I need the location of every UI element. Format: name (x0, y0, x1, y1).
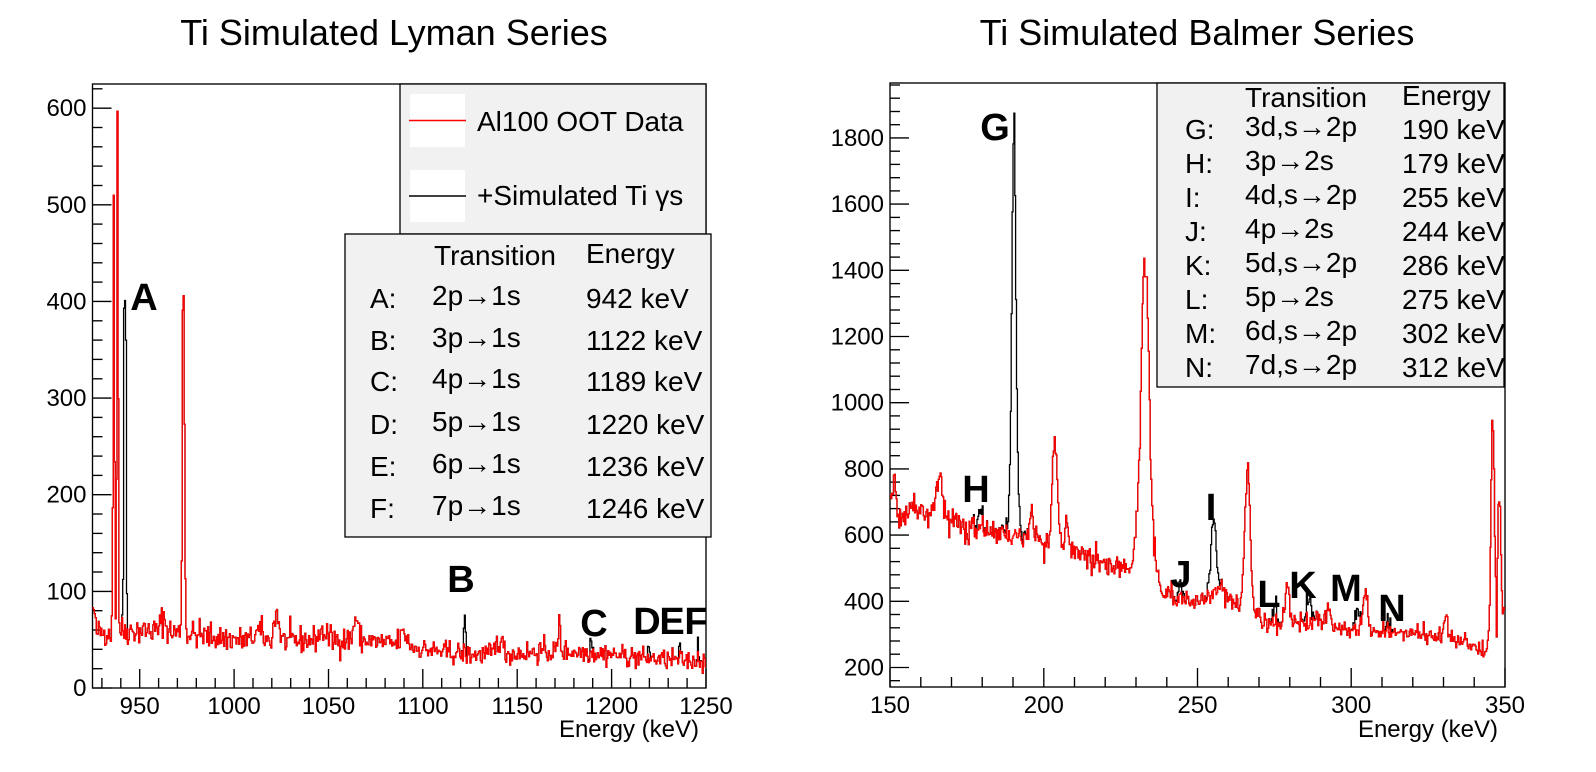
svg-text:I:: I: (1185, 182, 1201, 213)
svg-text:A:: A: (370, 283, 396, 314)
svg-text:1800: 1800 (831, 125, 884, 152)
svg-text:Transition: Transition (434, 240, 556, 271)
svg-text:1150: 1150 (491, 693, 543, 720)
svg-text:D:: D: (370, 409, 398, 440)
svg-text:244 keV: 244 keV (1402, 216, 1505, 247)
svg-text:150: 150 (870, 692, 910, 719)
svg-text:K: K (1289, 565, 1317, 607)
svg-text:400: 400 (844, 588, 884, 615)
svg-text:200: 200 (46, 482, 86, 509)
svg-text:C:: C: (370, 366, 398, 397)
svg-text:1100: 1100 (397, 693, 449, 720)
svg-text:1050: 1050 (302, 693, 355, 720)
svg-text:5p→1s: 5p→1s (432, 406, 521, 437)
svg-text:1122 keV: 1122 keV (586, 325, 703, 356)
svg-text:0: 0 (73, 675, 86, 702)
svg-text:5p→2s: 5p→2s (1245, 281, 1334, 312)
svg-text:G:: G: (1185, 114, 1215, 145)
svg-text:Ti Simulated Lyman Series: Ti Simulated Lyman Series (180, 12, 608, 53)
svg-text:E: E (659, 601, 684, 643)
svg-text:3d,s→2p: 3d,s→2p (1245, 111, 1357, 142)
svg-text:7d,s→2p: 7d,s→2p (1245, 349, 1357, 380)
svg-text:312 keV: 312 keV (1402, 352, 1505, 383)
svg-text:300: 300 (1331, 692, 1371, 719)
svg-text:286 keV: 286 keV (1402, 250, 1505, 281)
svg-text:A: A (130, 277, 157, 319)
svg-text:1250: 1250 (679, 693, 732, 720)
svg-text:Al100 OOT Data: Al100 OOT Data (477, 106, 684, 137)
svg-text:+Simulated Ti γs: +Simulated Ti γs (477, 180, 683, 211)
svg-text:I: I (1206, 487, 1217, 529)
svg-text:190 keV: 190 keV (1402, 114, 1505, 145)
svg-text:1000: 1000 (831, 390, 884, 417)
svg-text:600: 600 (844, 522, 884, 549)
svg-text:1600: 1600 (831, 191, 884, 218)
svg-text:100: 100 (46, 578, 86, 605)
svg-text:H: H (962, 469, 989, 511)
svg-text:1200: 1200 (831, 324, 884, 351)
svg-text:500: 500 (46, 192, 86, 219)
svg-text:7p→1s: 7p→1s (432, 490, 521, 521)
svg-text:Transition: Transition (1245, 82, 1367, 113)
svg-text:800: 800 (844, 456, 884, 483)
svg-text:3p→2s: 3p→2s (1245, 145, 1334, 176)
svg-text:N: N (1378, 588, 1405, 630)
svg-text:4p→1s: 4p→1s (432, 363, 521, 394)
svg-text:D: D (633, 601, 660, 643)
svg-text:1220 keV: 1220 keV (586, 409, 705, 440)
svg-text:J:: J: (1185, 216, 1207, 247)
svg-text:350: 350 (1485, 692, 1525, 719)
svg-text:4p→2s: 4p→2s (1245, 213, 1334, 244)
svg-text:H:: H: (1185, 148, 1213, 179)
svg-text:275 keV: 275 keV (1402, 284, 1505, 315)
svg-text:L:: L: (1185, 284, 1208, 315)
svg-text:1000: 1000 (207, 693, 260, 720)
svg-text:302 keV: 302 keV (1402, 318, 1505, 349)
svg-text:200: 200 (844, 655, 884, 682)
svg-text:M:: M: (1185, 318, 1216, 349)
svg-text:L: L (1257, 574, 1280, 616)
svg-text:C: C (580, 603, 607, 645)
svg-text:Energy (keV): Energy (keV) (1358, 716, 1498, 743)
svg-text:300: 300 (46, 385, 86, 412)
svg-text:400: 400 (46, 288, 86, 315)
svg-text:E:: E: (370, 451, 396, 482)
svg-text:M: M (1330, 568, 1362, 610)
svg-text:B:: B: (370, 325, 396, 356)
svg-text:Energy: Energy (586, 238, 675, 269)
svg-text:179 keV: 179 keV (1402, 148, 1505, 179)
svg-text:N:: N: (1185, 352, 1213, 383)
svg-text:3p→1s: 3p→1s (432, 322, 521, 353)
svg-text:942 keV: 942 keV (586, 283, 689, 314)
svg-text:B: B (447, 559, 474, 601)
svg-text:1189 keV: 1189 keV (586, 366, 703, 397)
svg-text:600: 600 (46, 95, 86, 122)
svg-text:F: F (684, 601, 707, 643)
svg-text:F:: F: (370, 493, 395, 524)
svg-text:255 keV: 255 keV (1402, 182, 1505, 213)
svg-text:K:: K: (1185, 250, 1211, 281)
svg-text:4d,s→2p: 4d,s→2p (1245, 179, 1357, 210)
svg-text:1400: 1400 (831, 257, 884, 284)
svg-text:Energy (keV): Energy (keV) (559, 716, 699, 743)
svg-text:250: 250 (1177, 692, 1217, 719)
svg-text:2p→1s: 2p→1s (432, 280, 521, 311)
svg-text:950: 950 (120, 693, 160, 720)
svg-text:1246 keV: 1246 keV (586, 493, 705, 524)
svg-text:1236 keV: 1236 keV (586, 451, 705, 482)
svg-text:6p→1s: 6p→1s (432, 448, 521, 479)
svg-text:J: J (1170, 554, 1191, 596)
svg-text:1200: 1200 (585, 693, 638, 720)
svg-text:5d,s→2p: 5d,s→2p (1245, 247, 1357, 278)
svg-text:6d,s→2p: 6d,s→2p (1245, 315, 1357, 346)
svg-text:Energy: Energy (1402, 80, 1491, 111)
svg-text:Ti Simulated Balmer Series: Ti Simulated Balmer Series (980, 12, 1415, 53)
svg-text:200: 200 (1024, 692, 1064, 719)
svg-text:G: G (980, 107, 1010, 149)
